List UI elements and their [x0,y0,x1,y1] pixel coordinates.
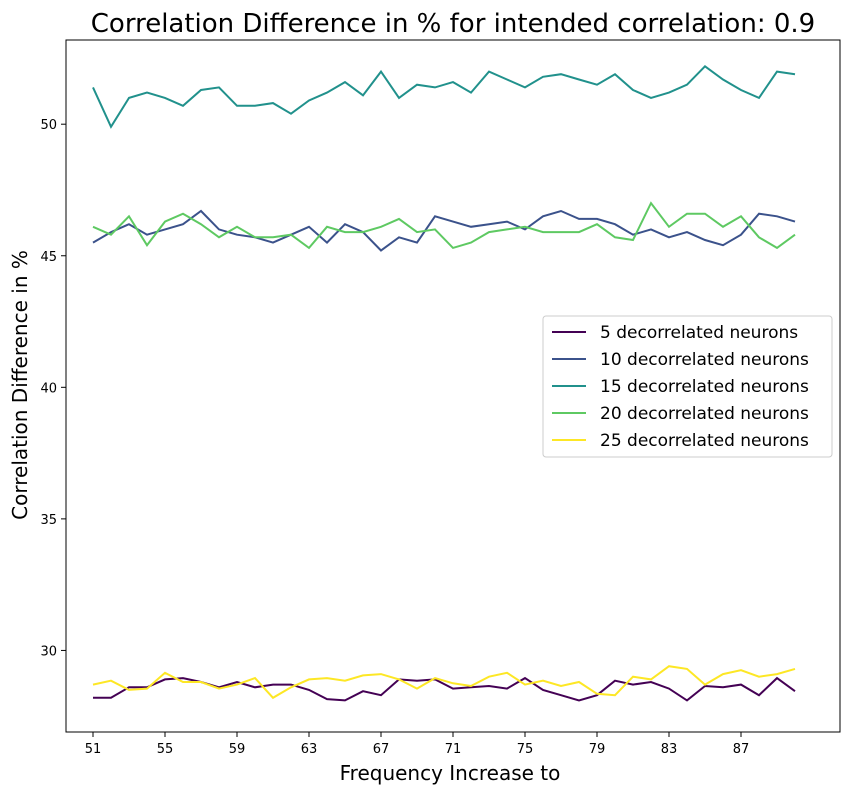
chart-title: Correlation Difference in % for intended… [91,9,815,39]
legend-label-1: 5 decorrelated neurons [600,323,798,343]
legend-box [542,315,833,458]
series-line-2 [92,209,796,252]
legend-label-5: 25 decorrelated neurons [600,431,809,451]
y-tick-label: 50 [40,118,57,133]
x-tick-label: 59 [229,742,246,757]
axis-ticks: 51 55 59 63 67 71 75 79 83 87 30 35 40 45 50 [40,118,749,757]
legend-label-3: 15 decorrelated neurons [600,377,809,397]
x-tick-label: 51 [85,742,102,757]
y-tick-label: 35 [40,513,57,528]
legend-label-2: 10 decorrelated neurons [600,350,809,370]
y-tick-label: 45 [40,250,57,265]
legend: 5 decorrelated neurons 10 decorrelated ne… [542,315,833,458]
y-axis-title: Correlation Difference in % [8,250,32,520]
series-line-5 [92,665,796,700]
x-tick-label: 71 [445,742,462,757]
x-tick-label: 83 [661,742,678,757]
x-tick-label: 63 [301,742,318,757]
y-tick-label: 40 [40,381,57,396]
x-tick-label: 79 [589,742,606,757]
series-line-4 [92,201,796,250]
series-lines [92,64,796,702]
x-axis-title: Frequency Increase to [340,761,561,785]
x-tick-label: 75 [517,742,534,757]
y-tick-label: 30 [40,644,57,659]
x-tick-label: 55 [157,742,174,757]
x-tick-label: 67 [373,742,390,757]
series-line-3 [92,64,796,129]
legend-label-4: 20 decorrelated neurons [600,404,809,424]
x-tick-label: 87 [733,742,750,757]
